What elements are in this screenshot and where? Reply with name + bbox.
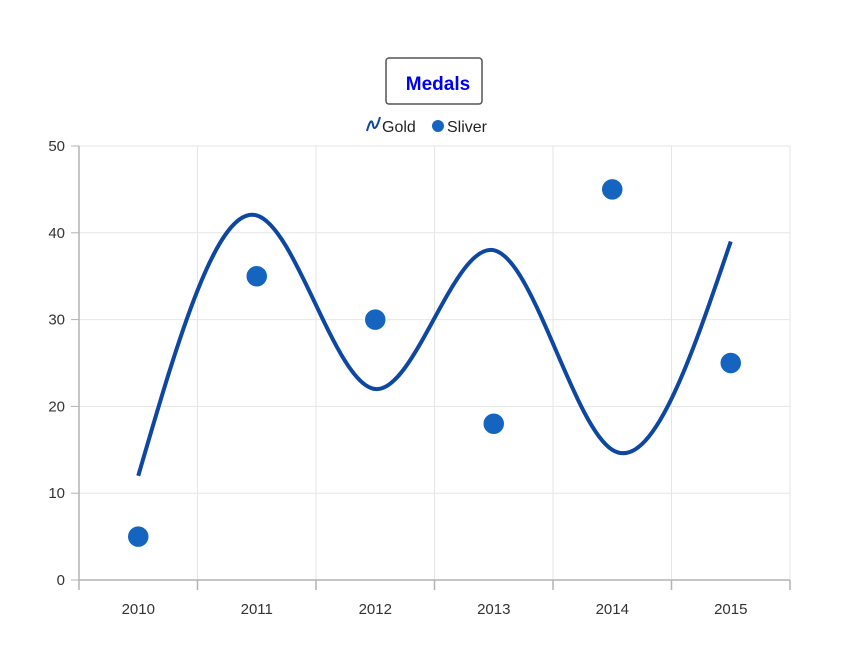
legend-gold-label: Gold (382, 119, 416, 136)
x-tick-label: 2013 (477, 601, 510, 618)
chart-title: Medals (385, 57, 483, 105)
x-tick-label: 2011 (241, 601, 273, 618)
gold-series-line[interactable] (136, 212, 733, 477)
y-tick-label: 50 (48, 138, 65, 155)
y-tick-label: 0 (57, 572, 65, 589)
x-axis-ticks: 2010 2011 2012 2013 2014 2015 (78, 580, 791, 618)
legend-item-sliver[interactable]: Sliver (432, 119, 488, 136)
sliver-point[interactable] (245, 264, 269, 288)
y-axis-ticks: 0 10 20 30 40 50 (48, 138, 79, 589)
legend: Gold Sliver (366, 116, 488, 136)
title-box (385, 57, 483, 105)
sliver-series (126, 177, 743, 549)
x-tick-label: 2014 (596, 601, 629, 618)
x-tick-label: 2010 (122, 601, 155, 618)
legend-sliver-marker-icon (432, 120, 444, 132)
legend-sliver-label: Sliver (447, 119, 488, 136)
sliver-point[interactable] (126, 524, 150, 549)
x-tick-label: 2012 (359, 601, 392, 618)
title-text: Medals (406, 74, 470, 95)
sliver-point[interactable] (719, 351, 743, 375)
grid (79, 145, 791, 580)
legend-item-gold[interactable]: Gold (366, 116, 416, 136)
sliver-point[interactable] (482, 412, 506, 436)
x-tick-label: 2015 (714, 601, 747, 618)
sliver-point[interactable] (600, 177, 624, 202)
y-tick-label: 20 (48, 398, 65, 415)
y-tick-label: 30 (48, 312, 65, 329)
gold-series (136, 212, 733, 477)
legend-gold-line-icon (366, 116, 381, 132)
sliver-point[interactable] (363, 307, 387, 332)
y-tick-label: 40 (48, 225, 65, 242)
y-tick-label: 10 (48, 485, 65, 502)
